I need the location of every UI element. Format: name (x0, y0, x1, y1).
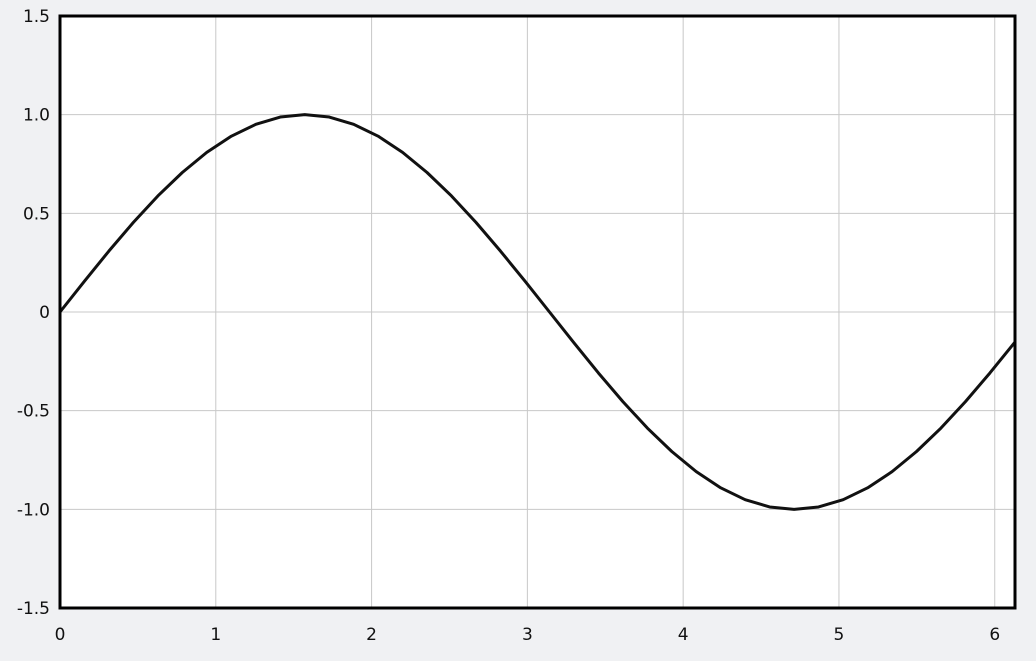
series-line (58, 113, 1017, 511)
y-tick-label: -1.0 (17, 500, 50, 520)
y-tick-label: 1.0 (23, 106, 50, 126)
series (58, 113, 1017, 511)
x-tick-label: 2 (366, 625, 377, 645)
x-tick-label: 4 (678, 625, 689, 645)
plot-frame (58, 14, 1017, 610)
x-tick-label: 1 (210, 625, 221, 645)
x-tick-label: 5 (834, 625, 845, 645)
y-tick-label: 0 (39, 303, 50, 323)
y-tick-label: 0.5 (23, 204, 50, 224)
x-tick-label: 6 (989, 625, 1000, 645)
x-tick-label: 0 (55, 625, 66, 645)
x-tick-label: 3 (522, 625, 533, 645)
y-tick-label: -0.5 (17, 402, 50, 422)
y-tick-label: 1.5 (23, 7, 50, 27)
x-axis: 0 1 2 3 4 5 6 (55, 625, 1001, 645)
y-tick-label: -1.5 (17, 599, 50, 619)
y-axis: 1.5 1.0 0.5 0 -0.5 -1.0 -1.5 (17, 7, 50, 619)
